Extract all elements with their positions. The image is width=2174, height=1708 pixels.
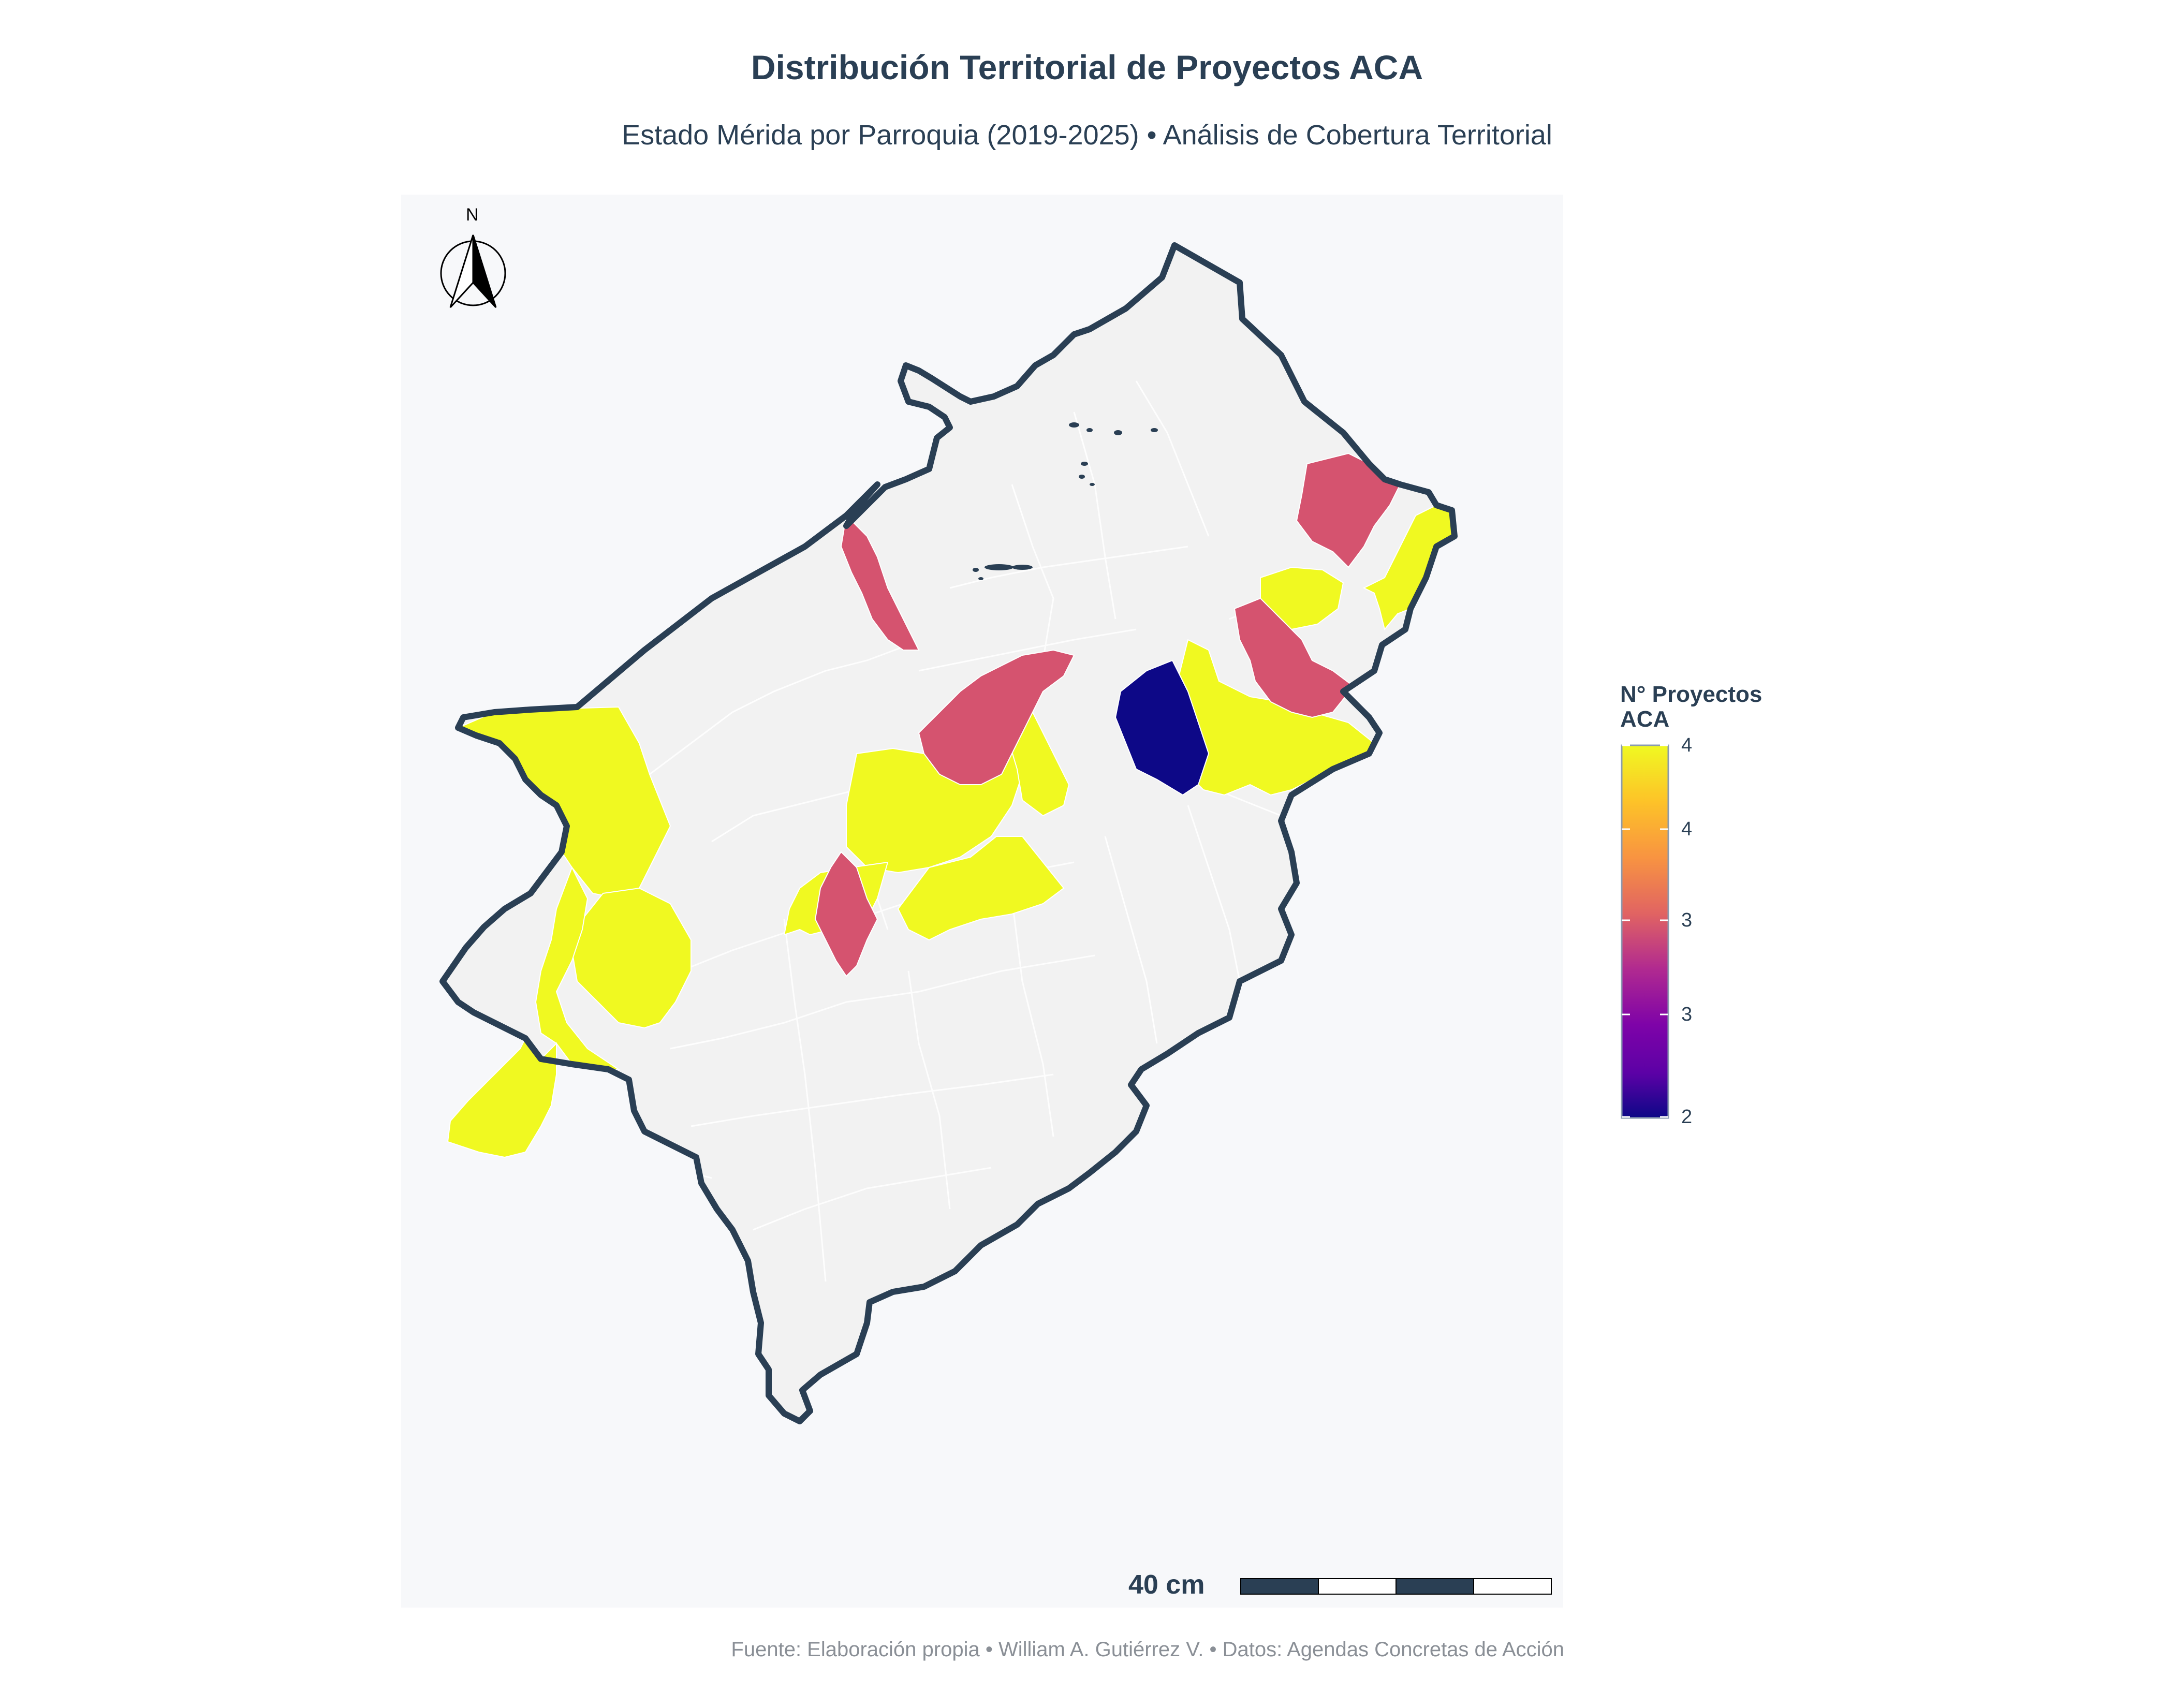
colorbar-tick: 3 (1681, 909, 1693, 931)
map-canvas[interactable] (401, 195, 1563, 1608)
colorbar-tick: 2 (1681, 1106, 1693, 1128)
colorbar-title-line: ACA (1620, 706, 1670, 732)
parish-boundaries (618, 380, 1333, 1282)
colorbar-tick: 4 (1681, 818, 1693, 840)
parish-region[interactable] (814, 851, 878, 977)
parish-region[interactable] (1233, 597, 1355, 718)
parish-region[interactable] (1114, 659, 1210, 796)
parish-region[interactable] (840, 514, 920, 651)
map-title: Distribución Territorial de Proyectos AC… (751, 48, 1423, 86)
state-map (439, 242, 1458, 1424)
parish-region[interactable] (897, 836, 1065, 941)
parishes-value-3 (814, 452, 1401, 977)
scale-bar-label: 40 cm (1128, 1570, 1205, 1600)
colorbar-title: N° Proyectos ACA (1620, 682, 1762, 732)
colorbar-title-line: N° Proyectos (1620, 682, 1762, 707)
source-caption: Fuente: Elaboración propia • William A. … (731, 1638, 1564, 1661)
scale-bar (1240, 1578, 1552, 1595)
north-label: N (466, 205, 479, 225)
parish-region[interactable] (918, 649, 1075, 785)
north-arrow-icon (440, 234, 506, 308)
parishes-value-2 (1114, 659, 1210, 796)
colorbar-tick: 4 (1681, 734, 1693, 756)
islands (973, 422, 1158, 580)
map-subtitle: Estado Mérida por Parroquia (2019-2025) … (622, 120, 1552, 151)
colorbar (1621, 744, 1669, 1119)
state-outline (439, 242, 1458, 1424)
colorbar-tick: 3 (1681, 1004, 1693, 1025)
